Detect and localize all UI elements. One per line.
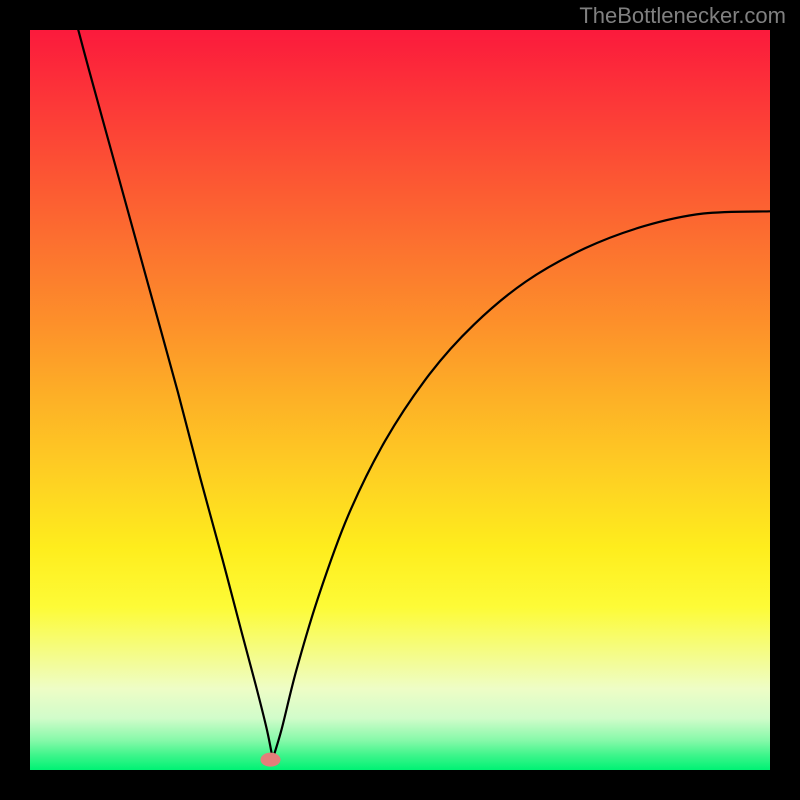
chart-container: TheBottlenecker.com [0, 0, 800, 800]
plot-gradient-background [30, 30, 770, 770]
chart-svg [0, 0, 800, 800]
minimum-marker [261, 753, 281, 767]
watermark-text: TheBottlenecker.com [579, 3, 786, 29]
